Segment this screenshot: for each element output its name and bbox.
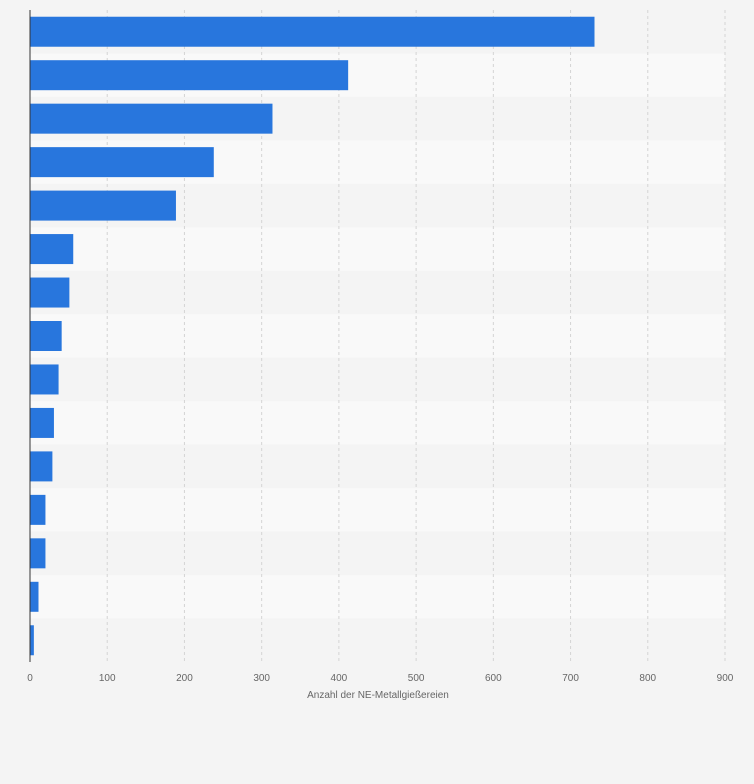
- bar[interactable]: [30, 538, 46, 569]
- row-band: [30, 357, 725, 402]
- bar[interactable]: [30, 407, 54, 438]
- row-band: [30, 531, 725, 576]
- x-axis-label: Anzahl der NE-Metallgießereien: [307, 690, 449, 701]
- x-tick-label: 200: [176, 673, 193, 684]
- bar[interactable]: [30, 16, 595, 47]
- bar[interactable]: [30, 625, 34, 656]
- bar[interactable]: [30, 277, 70, 308]
- row-band: [30, 401, 725, 445]
- bar[interactable]: [30, 234, 74, 265]
- row-band: [30, 488, 725, 532]
- row-band: [30, 444, 725, 489]
- row-band: [30, 618, 725, 662]
- bar[interactable]: [30, 60, 349, 91]
- bar[interactable]: [30, 581, 39, 612]
- x-tick-label: 100: [99, 673, 116, 684]
- x-tick-label: 0: [27, 673, 33, 684]
- row-band: [30, 314, 725, 358]
- row-band: [30, 270, 725, 315]
- bar[interactable]: [30, 451, 53, 482]
- x-tick-label: 500: [408, 673, 425, 684]
- x-tick-label: 400: [331, 673, 348, 684]
- row-band: [30, 575, 725, 619]
- x-tick-labels: 0 100 200 300 400 500 600 700 800 900: [27, 673, 734, 684]
- x-tick-label: 900: [717, 673, 734, 684]
- bar[interactable]: [30, 321, 62, 351]
- x-tick-label: 800: [639, 673, 656, 684]
- bar[interactable]: [30, 103, 273, 134]
- bar[interactable]: [30, 190, 176, 221]
- x-tick-label: 700: [562, 673, 579, 684]
- bars: [30, 16, 595, 656]
- bar[interactable]: [30, 494, 46, 525]
- bar[interactable]: [30, 364, 59, 395]
- bar[interactable]: [30, 147, 214, 178]
- x-tick-label: 600: [485, 673, 502, 684]
- row-band: [30, 227, 725, 271]
- x-tick-label: 300: [253, 673, 270, 684]
